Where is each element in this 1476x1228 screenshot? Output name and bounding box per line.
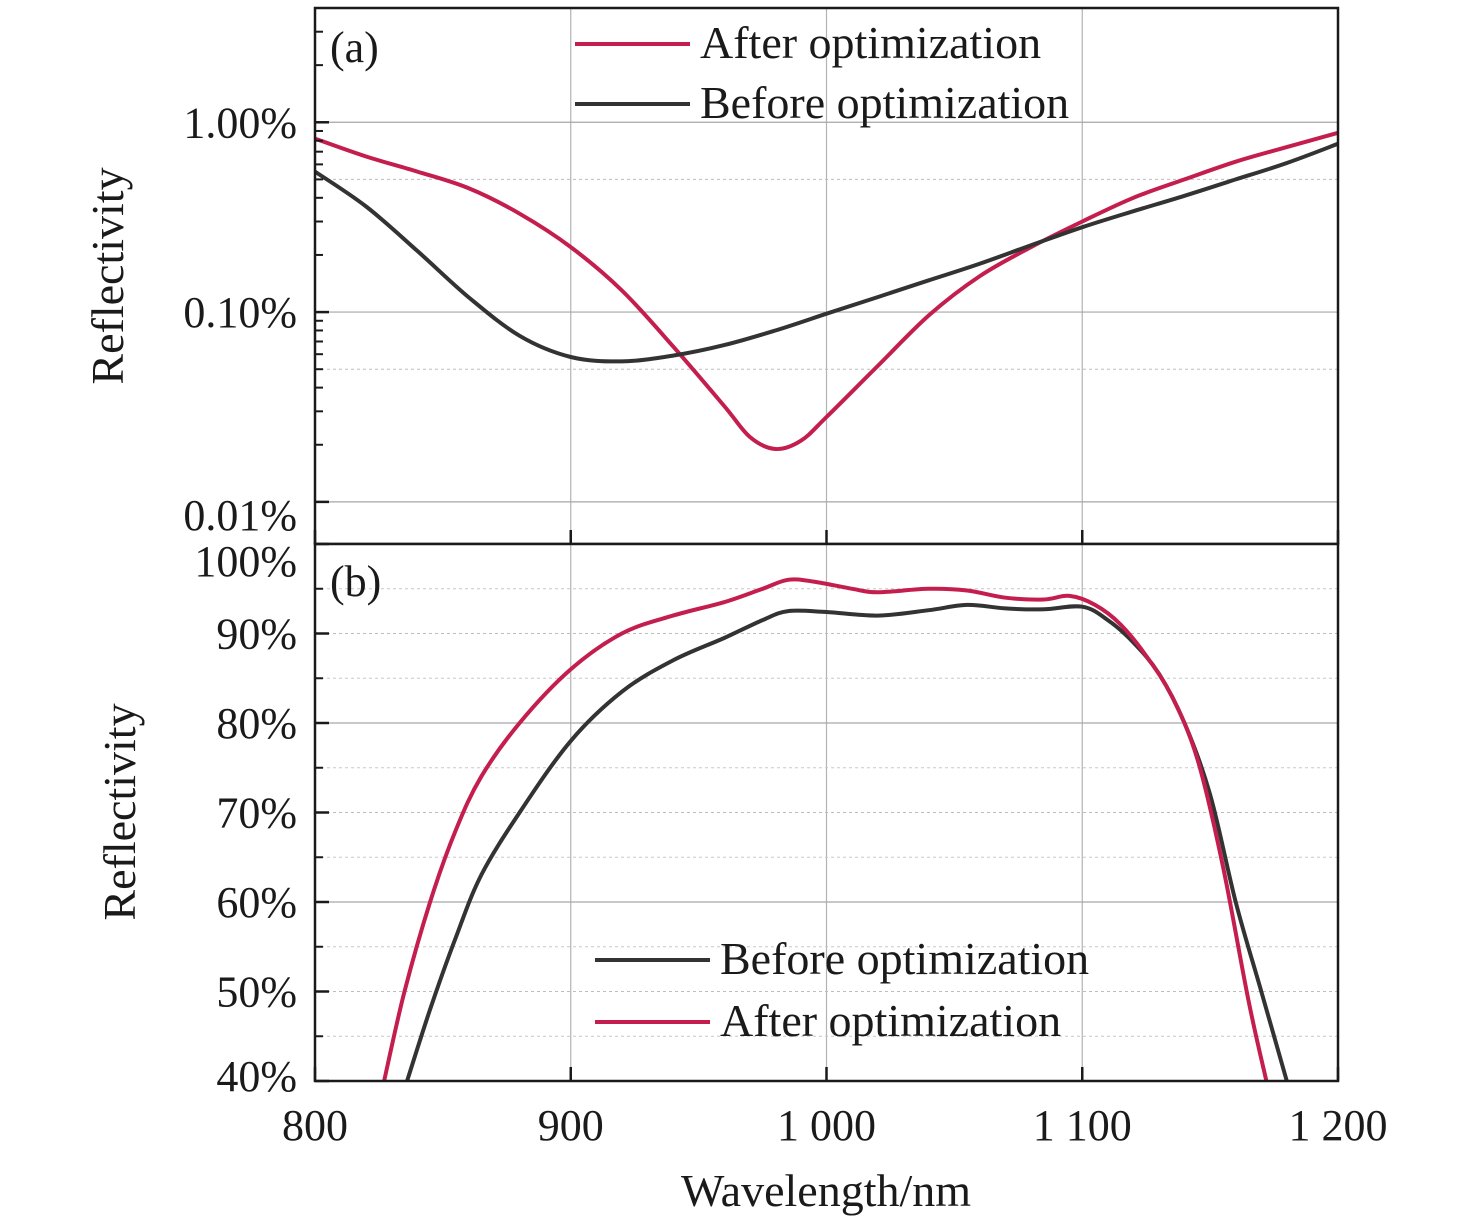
series-line-a-after-optimization bbox=[314, 130, 1339, 452]
panel-b-y-axis-title: Reflectivity bbox=[94, 703, 145, 920]
panel-a-series bbox=[313, 130, 1339, 452]
x-axis-title: Wavelength/nm bbox=[681, 1165, 971, 1216]
y-tick-label-b-3: 70% bbox=[216, 789, 297, 838]
panel-a-legend: After optimization Before optimization bbox=[575, 17, 1069, 128]
x-tick-label-1100: 1 100 bbox=[1033, 1101, 1132, 1150]
y-tick-label-b-2: 60% bbox=[216, 878, 297, 927]
x-tick-label-900: 900 bbox=[538, 1101, 604, 1150]
legend-a-after-label: After optimization bbox=[700, 17, 1041, 68]
panel-b-tag: (b) bbox=[330, 557, 381, 606]
series-line-b-after-optimization bbox=[382, 577, 1269, 1082]
y-tick-label-b-6: 100% bbox=[194, 537, 297, 586]
y-tick-label-b-5: 90% bbox=[216, 610, 297, 659]
legend-a-before-label: Before optimization bbox=[700, 77, 1069, 128]
y-tick-label-b-4: 80% bbox=[216, 699, 297, 748]
panel-b-ticks: 40% 50% 60% 70% 80% 90% 100% 800 900 1 000 1 100 1 … bbox=[194, 537, 1387, 1150]
panel-b-linear-reflectivity: 40% 50% 60% 70% 80% 90% 100% 800 900 1 000 1 100 1 … bbox=[94, 537, 1388, 1216]
legend-b-after-label: After optimization bbox=[720, 995, 1061, 1046]
series-line-a-before-optimization bbox=[313, 141, 1339, 364]
panel-a-ticks: 0.01% 0.10% 1.00% bbox=[183, 30, 1340, 544]
legend-b-before-label: Before optimization bbox=[720, 933, 1089, 984]
panel-a-tag: (a) bbox=[330, 23, 379, 72]
x-tick-label-1000: 1 000 bbox=[777, 1101, 876, 1150]
y-tick-label-a-2: 1.00% bbox=[183, 98, 297, 147]
x-tick-label-800: 800 bbox=[282, 1101, 348, 1150]
panel-b-legend: Before optimization After optimization bbox=[595, 933, 1089, 1046]
x-tick-label-1200: 1 200 bbox=[1289, 1101, 1388, 1150]
panel-a-log-reflectivity: 0.01% 0.10% 1.00% (a) Reflectivity After o… bbox=[82, 6, 1340, 546]
panel-b-series bbox=[382, 577, 1289, 1082]
panel-a-y-axis-title: Reflectivity bbox=[82, 167, 133, 384]
y-tick-label-a-0: 0.01% bbox=[183, 491, 297, 540]
panel-b-grid bbox=[315, 544, 1338, 1081]
y-tick-label-b-1: 50% bbox=[216, 968, 297, 1017]
y-tick-label-b-0: 40% bbox=[216, 1052, 297, 1101]
y-tick-label-a-1: 0.10% bbox=[183, 288, 297, 337]
